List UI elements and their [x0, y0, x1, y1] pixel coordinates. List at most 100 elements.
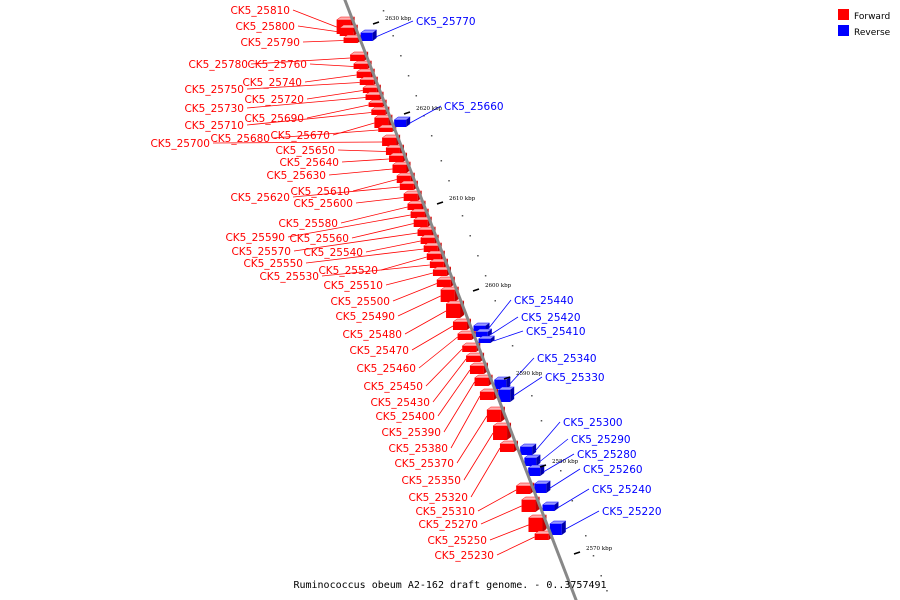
forward-gene-label[interactable]: CK5_25740: [242, 77, 302, 89]
reverse-connector-line: [549, 468, 581, 489]
forward-gene-label[interactable]: CK5_25550: [243, 258, 303, 270]
forward-gene-label[interactable]: CK5_25540: [303, 247, 363, 259]
forward-connector-line: [463, 432, 494, 481]
reverse-gene-block[interactable]: [519, 443, 537, 455]
forward-gene-label[interactable]: CK5_25680: [210, 133, 270, 145]
reverse-gene-block[interactable]: [477, 335, 496, 343]
reverse-gene-label[interactable]: CK5_25410: [526, 326, 586, 338]
forward-connector-line: [306, 90, 363, 100]
reverse-gene-label[interactable]: CK5_25300: [563, 417, 623, 429]
reverse-gene-label[interactable]: CK5_25770: [416, 16, 476, 28]
forward-connector-line: [480, 505, 522, 525]
forward-gene-label[interactable]: CK5_25320: [408, 492, 468, 504]
forward-gene-label[interactable]: CK5_25710: [184, 120, 244, 132]
reverse-gene-label[interactable]: CK5_25280: [577, 449, 637, 461]
forward-connector-line: [392, 283, 437, 302]
forward-gene-label[interactable]: CK5_25700: [150, 138, 210, 150]
reverse-gene-block[interactable]: [393, 116, 411, 127]
forward-gene-label[interactable]: CK5_25610: [290, 186, 350, 198]
forward-connector-line: [302, 40, 344, 43]
forward-gene-label[interactable]: CK5_25270: [418, 519, 478, 531]
forward-gene-label[interactable]: CK5_25530: [259, 271, 319, 283]
forward-gene-label[interactable]: CK5_25690: [244, 113, 304, 125]
reverse-gene-label[interactable]: CK5_25290: [571, 434, 631, 446]
reverse-gene-label[interactable]: CK5_25340: [537, 353, 597, 365]
forward-gene-label[interactable]: CK5_25310: [415, 506, 475, 518]
reverse-gene-label[interactable]: CK5_25260: [583, 464, 643, 476]
forward-gene-label[interactable]: CK5_25800: [235, 21, 295, 33]
forward-gene-label[interactable]: CK5_25670: [270, 130, 330, 142]
forward-gene-label[interactable]: CK5_25460: [356, 363, 416, 375]
forward-gene-label[interactable]: CK5_25600: [293, 198, 353, 210]
forward-gene-label[interactable]: CK5_25560: [289, 233, 349, 245]
forward-connector-line: [380, 256, 427, 271]
position-dot: [592, 555, 595, 557]
kbp-tick: [403, 111, 411, 115]
forward-gene-label[interactable]: CK5_25620: [230, 192, 290, 204]
reverse-gene-block[interactable]: [549, 520, 567, 535]
forward-gene-label[interactable]: CK5_25400: [375, 411, 435, 423]
reverse-gene-label[interactable]: CK5_25330: [545, 372, 605, 384]
forward-gene-label[interactable]: CK5_25730: [184, 103, 244, 115]
forward-gene-label[interactable]: CK5_25380: [388, 443, 448, 455]
position-dot: [585, 535, 587, 537]
forward-gene-label[interactable]: CK5_25810: [230, 5, 290, 17]
reverse-gene-block[interactable]: [497, 386, 515, 402]
forward-gene-label[interactable]: CK5_25430: [370, 397, 430, 409]
forward-gene-label[interactable]: CK5_25230: [434, 550, 494, 562]
forward-gene-label[interactable]: CK5_25470: [349, 345, 409, 357]
reverse-gene-block[interactable]: [533, 480, 552, 493]
forward-gene-label[interactable]: CK5_25750: [184, 84, 244, 96]
reverse-gene-label[interactable]: CK5_25240: [592, 484, 652, 496]
forward-gene-label[interactable]: CK5_25370: [394, 458, 454, 470]
reverse-gene-block[interactable]: [475, 328, 493, 337]
forward-gene-label[interactable]: CK5_25780: [188, 59, 248, 71]
forward-gene-label[interactable]: CK5_25640: [279, 157, 339, 169]
forward-connector-line: [470, 447, 501, 498]
forward-connector-line: [292, 9, 337, 28]
reverse-gene-block[interactable]: [523, 454, 542, 466]
forward-gene-label[interactable]: CK5_25790: [240, 37, 300, 49]
forward-connector-line: [340, 206, 408, 224]
reverse-gene-label[interactable]: CK5_25420: [521, 312, 581, 324]
forward-connector-line: [306, 104, 369, 119]
position-dot: [415, 95, 418, 97]
forward-connector-line: [432, 358, 467, 403]
reverse-connector-line: [539, 438, 569, 463]
reverse-connector-line: [488, 299, 512, 329]
forward-gene-label[interactable]: CK5_25590: [225, 232, 285, 244]
forward-gene-label[interactable]: CK5_25500: [330, 296, 390, 308]
position-dot: [392, 35, 394, 37]
reverse-connector-line: [408, 105, 442, 124]
forward-gene-label[interactable]: CK5_25450: [363, 381, 423, 393]
forward-gene-label[interactable]: CK5_25510: [323, 280, 383, 292]
forward-gene-label[interactable]: CK5_25490: [335, 311, 395, 323]
position-dot: [461, 215, 464, 217]
forward-gene-label[interactable]: CK5_25480: [342, 329, 402, 341]
forward-gene-label[interactable]: CK5_25580: [278, 218, 338, 230]
reverse-gene-label[interactable]: CK5_25440: [514, 295, 574, 307]
forward-gene-label[interactable]: CK5_25760: [247, 59, 307, 71]
kbp-tick-label: 2580 kbp: [552, 459, 579, 465]
reverse-connector-line: [509, 357, 535, 385]
genome-title: Ruminococcus obeum A2-162 draft genome. …: [293, 580, 606, 591]
reverse-gene-block[interactable]: [359, 29, 378, 41]
forward-connector-line: [246, 97, 366, 109]
position-dot: [600, 575, 602, 577]
forward-gene-label[interactable]: CK5_25630: [266, 170, 326, 182]
forward-gene-label[interactable]: CK5_25650: [275, 145, 335, 157]
forward-gene-label[interactable]: CK5_25350: [401, 475, 461, 487]
reverse-gene-block[interactable]: [541, 501, 560, 511]
forward-gene-label[interactable]: CK5_25390: [381, 427, 441, 439]
forward-connector-line: [365, 240, 421, 253]
kbp-tick: [372, 21, 380, 25]
reverse-gene-label[interactable]: CK5_25660: [444, 101, 504, 113]
forward-gene-label[interactable]: CK5_25720: [244, 94, 304, 106]
forward-gene-label[interactable]: CK5_25570: [231, 246, 291, 258]
reverse-gene-label[interactable]: CK5_25220: [602, 506, 662, 518]
forward-connector-line: [292, 186, 400, 198]
forward-connector-line: [337, 149, 386, 152]
forward-gene-label[interactable]: CK5_25520: [318, 265, 378, 277]
forward-gene-label[interactable]: CK5_25250: [427, 535, 487, 547]
